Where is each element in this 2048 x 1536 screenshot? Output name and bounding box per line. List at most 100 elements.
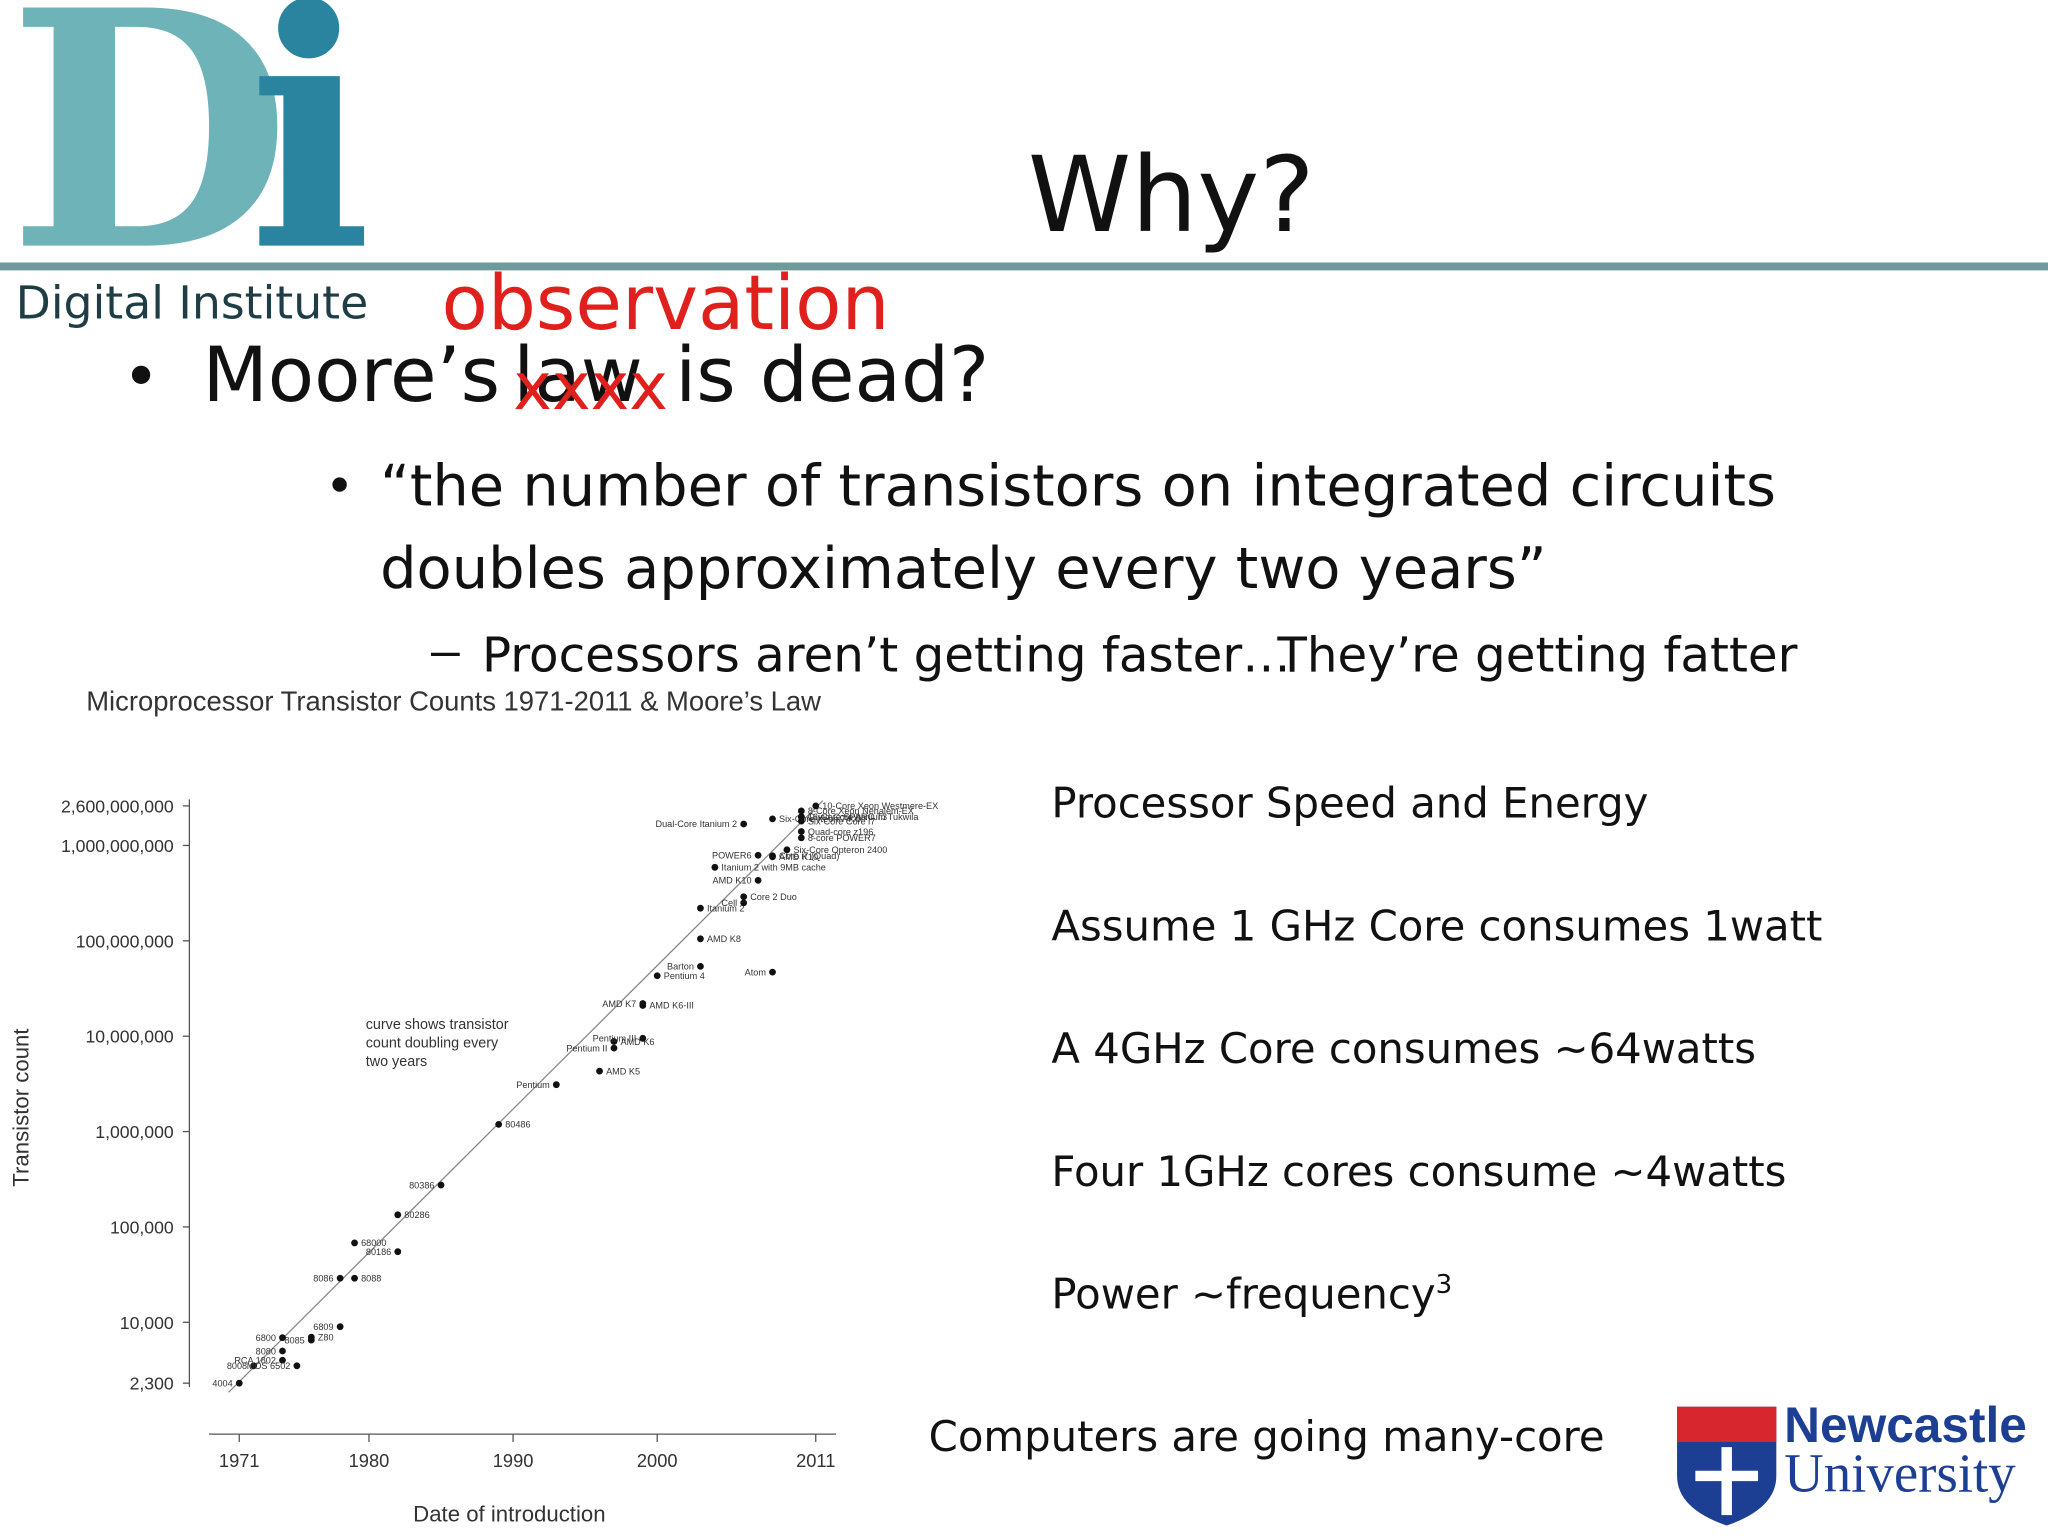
logo-line: Newcastle xyxy=(1784,1397,2027,1453)
point-label: 6809 xyxy=(313,1322,333,1332)
data-point xyxy=(610,1038,618,1045)
point-label: RCA 1802 xyxy=(234,1356,276,1366)
x-tick-label: 1971 xyxy=(219,1450,260,1471)
point-label: Barton xyxy=(667,962,694,972)
data-point xyxy=(754,851,762,859)
y-tick-label: 100,000,000 xyxy=(76,931,174,951)
data-point xyxy=(754,877,762,884)
data-point xyxy=(307,1333,315,1341)
note: Four 1GHz cores consume ~4watts xyxy=(1051,1147,1786,1196)
x-tick-label: 2000 xyxy=(637,1450,678,1471)
data-point xyxy=(740,820,748,828)
point-label: POWER6 xyxy=(712,850,752,860)
logo-caption: Digital Institute xyxy=(16,277,369,330)
bullet-text: Moore’s xyxy=(202,331,500,419)
point-label: 8-Core Xeon Nehalem-EX xyxy=(808,806,914,816)
point-label: Itanium 2 with 9MB cache xyxy=(721,863,825,873)
point-label: Pentium II xyxy=(566,1043,607,1053)
point-label: Atom xyxy=(745,967,766,977)
point-label: 8085 xyxy=(284,1335,304,1345)
y-axis-label: Transistor count xyxy=(9,1028,34,1186)
university-logo: Newcastle University xyxy=(1677,1397,2027,1526)
x-axis-label: Date of introduction xyxy=(413,1502,605,1527)
point-label: 68000 xyxy=(361,1238,386,1248)
point-label: 8008 xyxy=(227,1361,247,1371)
data-point xyxy=(351,1239,358,1247)
point-label: Quad-Core Itanium Tukwila xyxy=(808,812,919,822)
slide-title: Why? xyxy=(1028,134,1315,256)
point-label: Z80 xyxy=(318,1332,334,1342)
logo-letter: i xyxy=(248,0,372,324)
bullet xyxy=(332,477,347,492)
point-label: 10-Core Xeon Westmere-EX xyxy=(822,801,938,811)
data-point xyxy=(740,899,748,907)
y-tick-label: 1,000,000,000 xyxy=(61,836,174,856)
shield-cross xyxy=(1695,1447,1759,1516)
bullet-text: doubles approximately every two years” xyxy=(380,535,1547,602)
data-point xyxy=(437,1181,445,1189)
x-tick-label: 1980 xyxy=(349,1450,390,1471)
data-point xyxy=(697,962,704,970)
point-label: AMD K10 xyxy=(779,852,818,862)
note: A 4GHz Core consumes ~64watts xyxy=(1051,1024,1756,1073)
strike-mark: xxxx xyxy=(513,349,668,425)
data-point xyxy=(697,935,704,943)
correction: observation xyxy=(441,259,889,347)
point-label: Six-Core Opteron 2400 xyxy=(793,845,887,855)
y-tick-label: 10,000,000 xyxy=(85,1027,173,1047)
point-label: 8086 xyxy=(313,1273,333,1283)
point-label: AMD K6-III xyxy=(649,1001,694,1011)
data-point xyxy=(769,968,776,976)
note: Power ~frequency xyxy=(1051,1270,1435,1319)
point-label: Pentium III xyxy=(593,1034,637,1044)
annotation: count doubling every xyxy=(366,1036,499,1052)
data-point xyxy=(336,1274,344,1282)
data-point xyxy=(293,1362,301,1370)
point-label: 16-Core SPARC T3 xyxy=(808,812,887,822)
superscript: 3 xyxy=(1436,1270,1453,1300)
data-point xyxy=(235,1379,243,1387)
annotation: curve shows transistor xyxy=(366,1017,509,1033)
point-label: Six-Core Core i7 xyxy=(808,816,875,826)
note: Power ~frequency3 xyxy=(1051,1270,1452,1319)
bullet-text: “the number of transistors on integrated… xyxy=(380,452,1776,519)
chart-title: Microprocessor Transistor Counts 1971-20… xyxy=(86,686,821,717)
point-label: 80186 xyxy=(366,1247,391,1257)
point-label: 6800 xyxy=(256,1333,276,1343)
annotation: two years xyxy=(366,1054,427,1070)
point-label: 80286 xyxy=(404,1210,429,1220)
point-label: Itanium 2 xyxy=(707,903,745,913)
point-label: Six-Core Xeon 7400 xyxy=(779,814,861,824)
y-tick-label: 2,600,000,000 xyxy=(61,796,174,816)
bullet-text: law xyxy=(513,331,642,419)
point-label: 8-core POWER7 xyxy=(808,833,876,843)
data-point xyxy=(639,1034,647,1042)
data-point xyxy=(279,1356,286,1364)
data-point xyxy=(769,815,776,823)
y-tick-label: 1,000,000 xyxy=(95,1122,174,1142)
data-point xyxy=(610,1044,618,1052)
y-tick-label: 10,000 xyxy=(120,1313,174,1333)
data-point xyxy=(797,828,805,835)
x-tick-label: 2011 xyxy=(796,1450,835,1471)
point-label: Quad-core z196 xyxy=(808,827,873,837)
point-label: 80386 xyxy=(409,1180,434,1190)
note: Assume 1 GHz Core consumes 1watt xyxy=(1051,901,1822,950)
data-point xyxy=(697,904,704,912)
data-point xyxy=(812,802,820,810)
data-point xyxy=(740,893,748,901)
data-point xyxy=(552,1081,560,1089)
shield-chief xyxy=(1677,1406,1777,1442)
point-label: 8080 xyxy=(256,1346,276,1356)
point-label: AMD K7 xyxy=(602,999,636,1009)
point-label: AMD K8 xyxy=(707,934,741,944)
data-point xyxy=(783,846,791,854)
data-point xyxy=(279,1334,286,1342)
data-point xyxy=(250,1362,258,1370)
data-point xyxy=(596,1067,603,1075)
y-tick-label: 100,000 xyxy=(110,1217,174,1237)
point-label: AMD K10 xyxy=(712,876,751,886)
point-label: Core i7 (Quad) xyxy=(779,851,839,861)
